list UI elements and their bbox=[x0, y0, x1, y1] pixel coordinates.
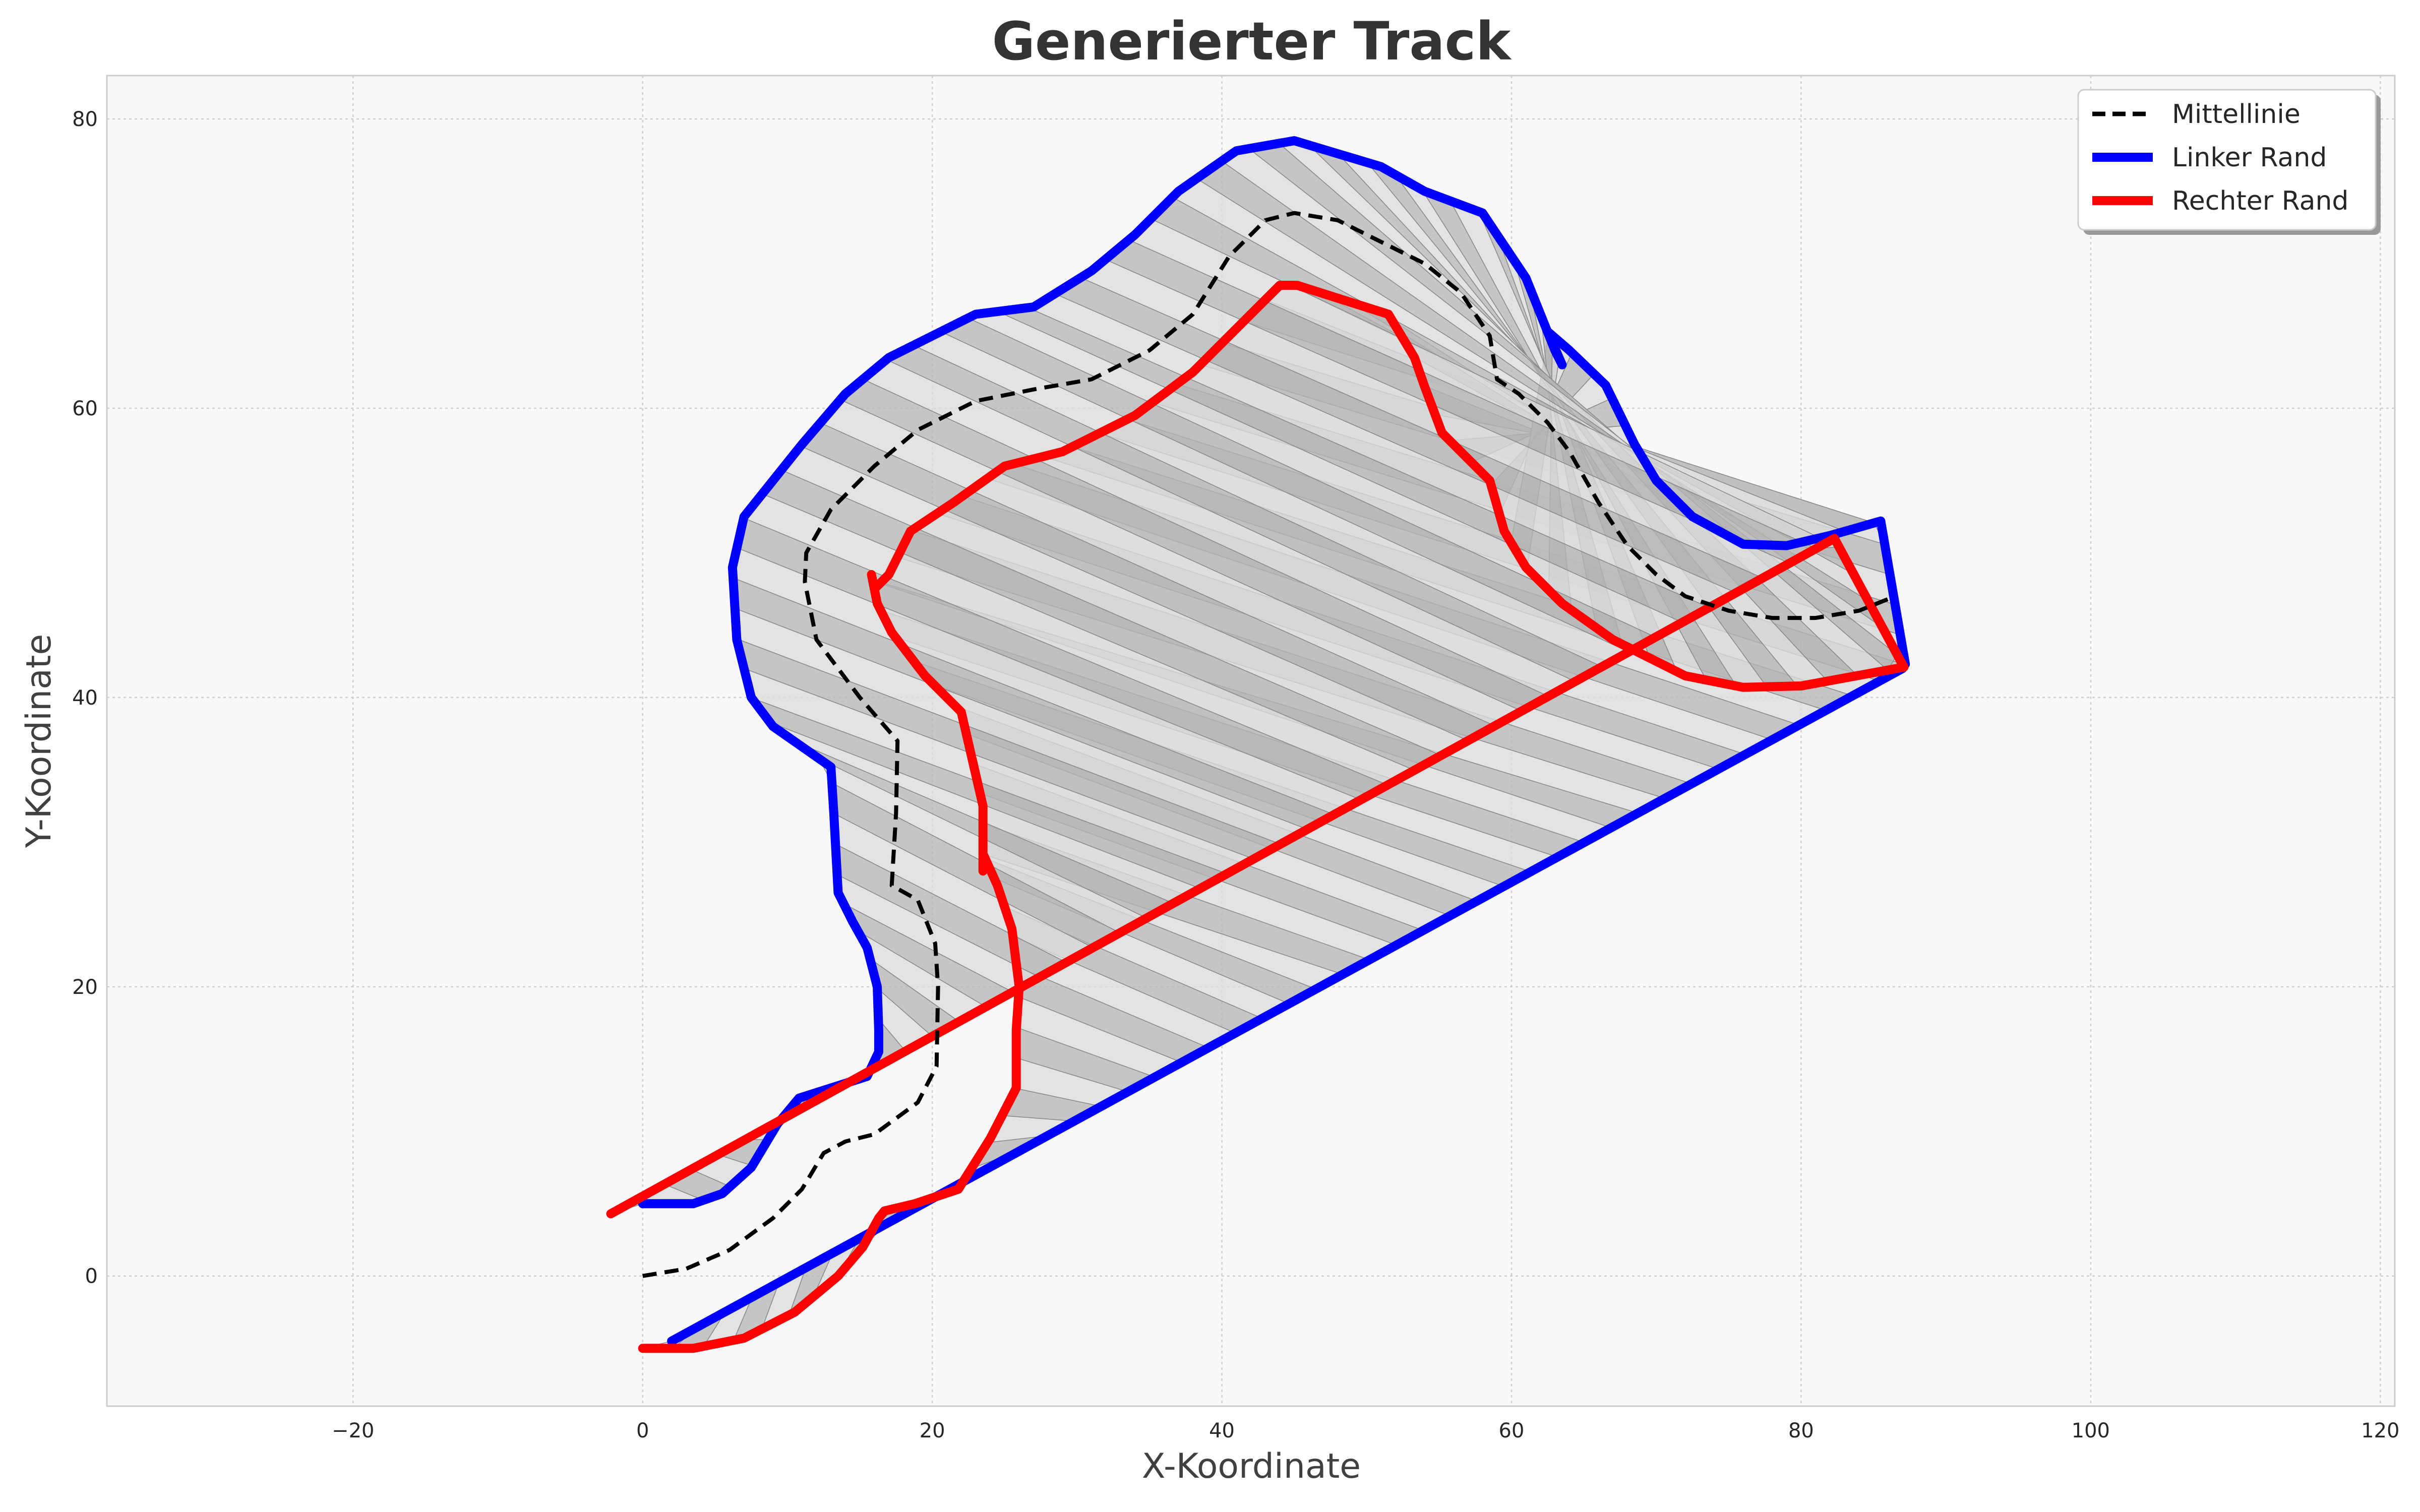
legend: Mittellinie Linker Rand Rechter Rand bbox=[2077, 89, 2381, 235]
y-tick-label: 20 bbox=[72, 976, 98, 999]
x-tick-label: 100 bbox=[2072, 1419, 2110, 1442]
legend-label-left-edge: Linker Rand bbox=[2172, 143, 2327, 173]
x-tick-label: 20 bbox=[920, 1419, 945, 1442]
right-edge-line bbox=[606, 281, 1909, 1353]
x-tick-label: −20 bbox=[332, 1419, 374, 1442]
legend-box bbox=[2077, 89, 2377, 231]
centerline-line bbox=[642, 211, 1896, 1278]
x-tick-label: 0 bbox=[636, 1419, 649, 1442]
x-tick-label: 120 bbox=[2361, 1419, 2399, 1442]
chart-title: Generierter Track bbox=[992, 11, 1512, 72]
x-tick-label: 80 bbox=[1788, 1419, 1814, 1442]
left-edge-line bbox=[638, 136, 1910, 1346]
y-tick-label: 60 bbox=[72, 397, 98, 420]
x-tick-label: 60 bbox=[1499, 1419, 1525, 1442]
track-lines bbox=[606, 136, 1910, 1353]
plot-frame bbox=[106, 75, 2396, 1407]
tick-labels: −20 0 20 40 60 80 100 120 0 20 40 60 80 bbox=[72, 108, 2399, 1442]
legend-label-centerline: Mittellinie bbox=[2172, 99, 2301, 130]
y-tick-label: 80 bbox=[72, 108, 98, 131]
y-tick-label: 40 bbox=[72, 686, 98, 710]
y-axis-label: Y-Koordinate bbox=[19, 634, 59, 849]
x-tick-label: 40 bbox=[1209, 1419, 1235, 1442]
x-axis-label: X-Koordinate bbox=[1142, 1446, 1361, 1486]
y-tick-label: 0 bbox=[85, 1265, 98, 1288]
legend-label-right-edge: Rechter Rand bbox=[2172, 186, 2348, 216]
